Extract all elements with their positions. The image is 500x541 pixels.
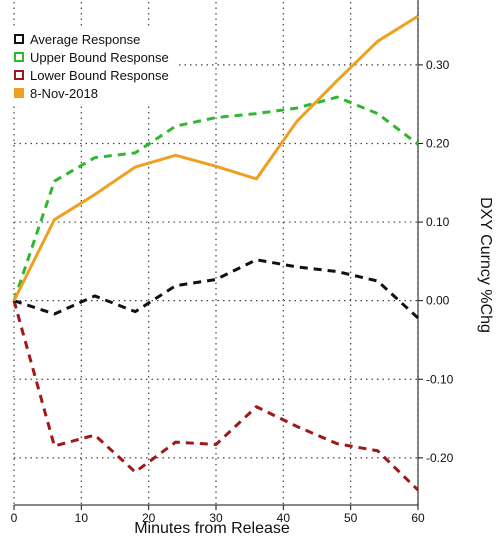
y-axis-label: DXY Curncy %Chg (477, 197, 494, 333)
legend-label: Lower Bound Response (30, 67, 169, 83)
legend: Average Response Upper Bound Response Lowe… (10, 28, 175, 104)
x-tick-label: 10 (75, 511, 89, 525)
series-lines (12, 14, 420, 492)
series-line-8-nov-2018 (12, 14, 419, 302)
y-tick-label: -0.10 (426, 372, 454, 386)
series-line-lower-bound-response (12, 300, 420, 492)
y-tick-labels: -0.20 -0.10 0.00 0.10 0.20 0.30 (426, 58, 454, 465)
legend-item: 8-Nov-2018 (14, 84, 169, 102)
legend-swatch (14, 34, 24, 44)
y-tick-label: 0.30 (426, 58, 450, 72)
legend-label: 8-Nov-2018 (30, 85, 98, 101)
y-tick-label: 0.00 (426, 294, 450, 308)
legend-label: Upper Bound Response (30, 49, 169, 65)
legend-swatch (14, 88, 24, 98)
legend-label: Average Response (30, 31, 141, 47)
x-tick-label: 60 (411, 511, 425, 525)
y-tick-label: 0.20 (426, 136, 450, 150)
x-axis-label: Minutes from Release (134, 520, 290, 537)
x-tick-label: 30 (209, 511, 223, 525)
legend-swatch (14, 70, 24, 80)
x-tick-label: 50 (344, 511, 358, 525)
axes (13, 0, 423, 510)
legend-item: Upper Bound Response (14, 48, 169, 66)
x-tick-label: 40 (277, 511, 291, 525)
legend-item: Average Response (14, 30, 169, 48)
y-tick-label: -0.20 (426, 451, 454, 465)
legend-swatch (14, 52, 24, 62)
x-tick-label: 0 (11, 511, 18, 525)
x-tick-label: 20 (142, 511, 156, 525)
series-line-average-response (13, 258, 420, 320)
x-tick-labels: 0 10 20 30 40 50 60 (11, 511, 425, 525)
legend-item: Lower Bound Response (14, 66, 169, 84)
series-line-upper-bound-response (12, 95, 419, 302)
y-tick-label: 0.10 (426, 215, 450, 229)
